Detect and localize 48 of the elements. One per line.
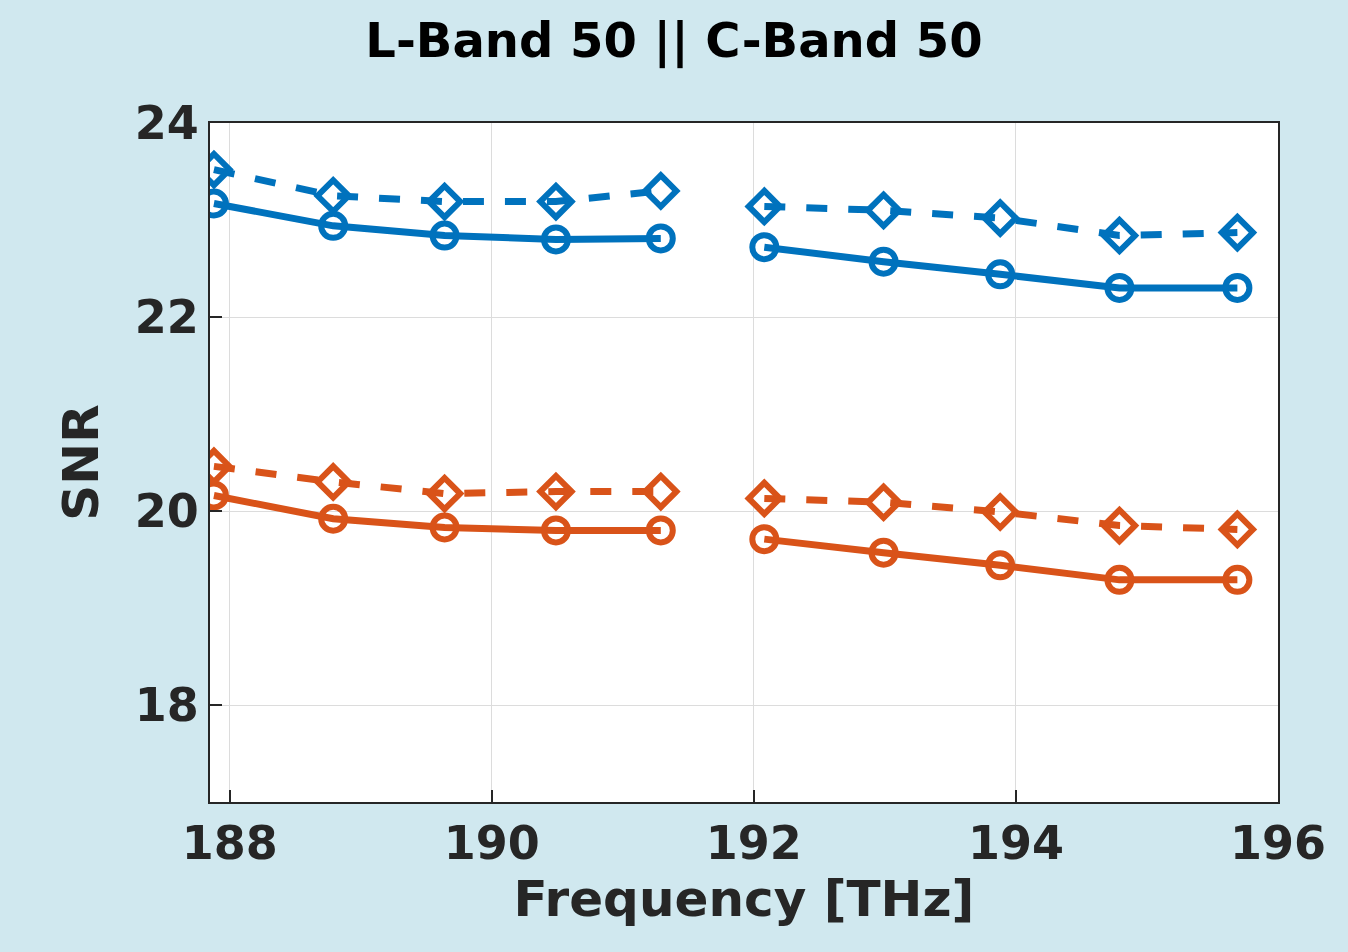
point: [642, 172, 680, 210]
point: [429, 220, 460, 251]
point: [868, 246, 899, 277]
point: [645, 515, 676, 546]
point: [540, 515, 571, 546]
point: [429, 512, 460, 543]
point: [745, 187, 783, 226]
point: [645, 223, 676, 254]
point: [749, 232, 780, 263]
point: [425, 182, 464, 221]
point: [425, 474, 464, 513]
point: [745, 479, 783, 517]
point: [864, 191, 903, 229]
x-tick-label: 190: [443, 816, 540, 871]
chart-title: L-Band 50 || C-Band 50: [365, 12, 983, 70]
x-tick-label: 194: [967, 816, 1064, 871]
point: [868, 537, 899, 568]
x-tick-label: 192: [705, 816, 802, 871]
point: [642, 473, 680, 511]
point: [1222, 272, 1253, 303]
x-tick-label: 196: [1229, 816, 1327, 871]
point: [537, 182, 575, 221]
point: [1100, 216, 1139, 255]
y-tick-label: 18: [134, 678, 199, 733]
point: [864, 483, 903, 521]
x-tick-label: 188: [181, 816, 278, 871]
point: [1222, 564, 1253, 595]
x-axis-title: Frequency [THz]: [513, 870, 975, 929]
point: [318, 210, 349, 241]
point: [1104, 564, 1135, 595]
point: [318, 503, 349, 534]
point: [749, 524, 780, 555]
point: [985, 259, 1016, 290]
point: [1104, 272, 1135, 303]
point: [1218, 510, 1256, 549]
y-axis-title: SNR: [52, 404, 111, 521]
point: [537, 473, 575, 511]
point: [981, 199, 1019, 237]
point: [314, 177, 352, 215]
y-tick-label: 20: [134, 484, 199, 539]
y-tick-label: 22: [134, 290, 199, 345]
point: [1218, 214, 1256, 252]
point: [1100, 506, 1139, 545]
point: [314, 463, 352, 501]
point: [981, 493, 1019, 531]
y-tick-label: 24: [134, 96, 199, 151]
point: [985, 550, 1016, 581]
point: [540, 224, 571, 255]
